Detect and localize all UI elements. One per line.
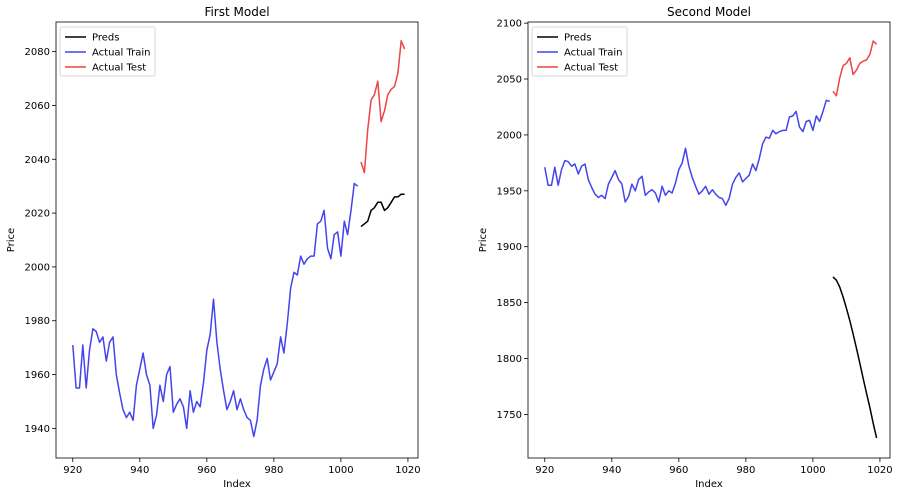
y-tick-label: 2050 bbox=[497, 75, 522, 86]
x-tick-label: 1000 bbox=[800, 465, 825, 476]
y-tick-label: 1950 bbox=[497, 186, 522, 197]
y-tick-label: 2080 bbox=[25, 47, 50, 58]
series-line-preds bbox=[360, 193, 405, 228]
series-line-preds bbox=[832, 276, 878, 439]
legend-label-actual-test: Actual Test bbox=[92, 63, 146, 74]
x-tick-label: 960 bbox=[197, 465, 216, 476]
chart-title: First Model bbox=[204, 5, 269, 19]
legend-label-actual-test: Actual Test bbox=[564, 63, 618, 74]
x-tick-label: 920 bbox=[535, 465, 554, 476]
y-axis-label: Price bbox=[6, 228, 17, 252]
series-line-actual-train bbox=[72, 182, 359, 438]
y-tick-label: 2020 bbox=[25, 209, 50, 220]
x-tick-label: 920 bbox=[63, 465, 82, 476]
legend-box bbox=[59, 26, 156, 77]
y-tick-label: 2060 bbox=[25, 101, 50, 112]
first-model-panel: First Model 920 940 960 980 1000 1020 1940 1960 1… bbox=[6, 5, 421, 490]
y-tick-label: 1900 bbox=[497, 242, 522, 253]
x-tick-label: 940 bbox=[130, 465, 149, 476]
legend-label-preds: Preds bbox=[92, 33, 119, 44]
legend-box bbox=[531, 26, 628, 77]
x-tick-label: 980 bbox=[736, 465, 755, 476]
plot-frame bbox=[527, 21, 891, 459]
legend-label-actual-train: Actual Train bbox=[92, 48, 151, 59]
legend-label-preds: Preds bbox=[564, 33, 591, 44]
y-tick-label: 2000 bbox=[497, 130, 522, 141]
y-tick-label: 2040 bbox=[25, 155, 50, 166]
x-axis-label: Index bbox=[223, 479, 251, 490]
y-tick-label: 1800 bbox=[497, 354, 522, 365]
y-tick-label: 2100 bbox=[497, 19, 522, 30]
chart-title: Second Model bbox=[667, 5, 751, 19]
series-line-actual-train bbox=[544, 99, 830, 207]
y-tick-label: 1850 bbox=[497, 298, 522, 309]
y-tick-label: 1960 bbox=[25, 370, 50, 381]
series-line-actual-test bbox=[832, 40, 878, 97]
x-axis-label: Index bbox=[695, 479, 723, 490]
x-tick-label: 1000 bbox=[328, 465, 353, 476]
y-tick-label: 2000 bbox=[25, 262, 50, 273]
x-tick-label: 980 bbox=[264, 465, 283, 476]
y-tick-label: 1980 bbox=[25, 316, 50, 327]
legend-label-actual-train: Actual Train bbox=[564, 48, 623, 59]
series-line-actual-test bbox=[360, 40, 406, 174]
plot-frame bbox=[55, 21, 419, 459]
x-tick-label: 1020 bbox=[867, 465, 892, 476]
second-model-panel: Second Model 920 940 960 980 1000 1020 1750 1800… bbox=[478, 5, 893, 490]
y-tick-label: 1750 bbox=[497, 410, 522, 421]
x-tick-label: 1020 bbox=[395, 465, 420, 476]
y-tick-label: 1940 bbox=[25, 424, 50, 435]
x-tick-label: 940 bbox=[602, 465, 621, 476]
y-axis-label: Price bbox=[478, 228, 489, 252]
x-tick-label: 960 bbox=[669, 465, 688, 476]
